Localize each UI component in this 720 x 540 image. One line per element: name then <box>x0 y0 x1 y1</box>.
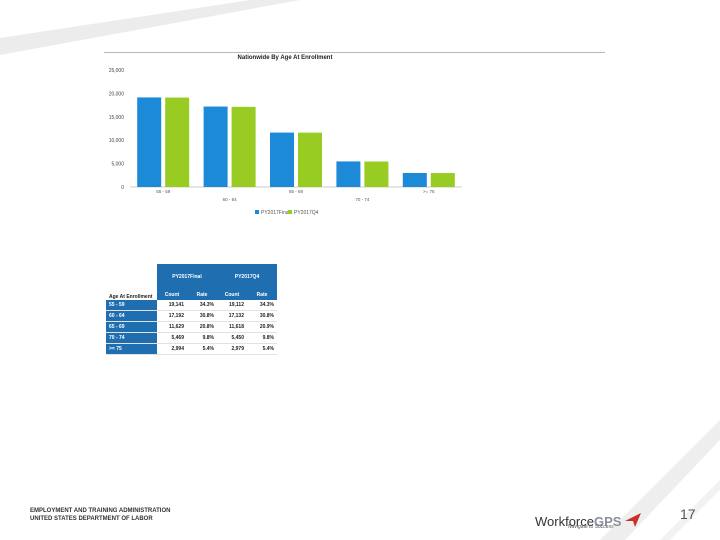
logo-tagline: Navigate to Success <box>568 524 614 530</box>
table-cell: 19,141 <box>157 300 187 311</box>
workforcegps-logo: WorkforceGPS <box>535 508 645 529</box>
table-cell: 9.8% <box>187 332 217 344</box>
table-cell: 5,450 <box>217 332 247 344</box>
x-tick-label: 55 - 59 <box>156 189 171 194</box>
y-tick-label: 0 <box>121 185 124 191</box>
table-row-label: 65 - 69 <box>106 321 157 333</box>
table-cell: 19,112 <box>217 300 247 311</box>
table-subheader: Count <box>217 290 247 300</box>
table-group-header: PY2017Q4 <box>217 264 277 290</box>
bar <box>231 106 256 187</box>
y-tick-label: 15,000 <box>109 115 125 121</box>
x-tick-label: 60 - 64 <box>223 197 238 202</box>
table-row-label: 70 - 74 <box>106 332 157 344</box>
chart-title: Nationwide By Age At Enrollment <box>237 55 333 61</box>
bar <box>402 172 427 187</box>
enrollment-table: PY2017Final PY2017Q4 Age At Enrollment C… <box>106 264 277 355</box>
table-cell: 9.8% <box>247 332 277 344</box>
page-number: 17 <box>680 506 696 522</box>
table-cell: 5.4% <box>247 343 277 355</box>
bar <box>364 161 389 187</box>
legend-label: PY2017Final <box>261 210 290 216</box>
bar <box>298 132 322 187</box>
y-tick-label: 10,000 <box>109 138 125 144</box>
table-row-label: >= 75 <box>106 343 157 355</box>
legend-swatch <box>288 210 292 214</box>
y-tick-label: 20,000 <box>109 91 125 97</box>
table-corner <box>106 264 157 290</box>
table-subheader: Rate <box>187 290 217 300</box>
bar <box>270 132 294 187</box>
table-subheader: Count <box>157 290 187 300</box>
table-cell: 30.8% <box>187 310 217 322</box>
table-cell: 2,994 <box>157 343 187 355</box>
table-row-label: 60 - 64 <box>106 310 157 322</box>
logo-arrow-icon <box>625 513 642 527</box>
table-cell: 2,979 <box>217 343 247 355</box>
y-tick-label: 25,000 <box>109 68 125 74</box>
logo-text: Workforce <box>535 514 594 529</box>
x-tick-label: 65 - 69 <box>289 189 304 194</box>
bar <box>430 173 455 187</box>
table-cell: 30.8% <box>247 310 277 322</box>
bar <box>137 97 162 187</box>
department-name: UNITED STATES DEPARTMENT OF LABOR <box>30 516 153 522</box>
table-group-header: PY2017Final <box>157 264 217 290</box>
x-tick-label: >= 75 <box>423 189 435 194</box>
chart-top-rule <box>104 52 605 53</box>
table-cell: 5.4% <box>187 343 217 355</box>
legend-label: PY2017Q4 <box>294 210 319 216</box>
table-cell: 11,629 <box>157 321 187 333</box>
table-cell: 11,618 <box>217 321 247 333</box>
table-row-label: 55 - 59 <box>106 300 157 311</box>
bar <box>336 161 361 187</box>
agency-name: EMPLOYMENT AND TRAINING ADMINISTRATION <box>30 508 171 514</box>
table-cell: 34.3% <box>187 300 217 311</box>
table-cell: 17,132 <box>217 310 247 322</box>
logo-suffix: GPS <box>594 514 622 529</box>
table-cell: 20.9% <box>247 321 277 333</box>
bar <box>165 97 190 187</box>
table-cell: 34.3% <box>247 300 277 311</box>
bar <box>203 106 228 187</box>
x-tick-label: 70 - 74 <box>355 197 370 202</box>
table-subheader: Rate <box>247 290 277 300</box>
legend-swatch <box>255 210 259 214</box>
y-tick-label: 5,000 <box>111 162 124 168</box>
table-row-header: Age At Enrollment <box>109 294 153 300</box>
table-cell: 5,469 <box>157 332 187 344</box>
table-cell: 17,192 <box>157 310 187 322</box>
agency-footer: EMPLOYMENT AND TRAINING ADMINISTRATION U… <box>30 507 170 523</box>
table-cell: 20.8% <box>187 321 217 333</box>
